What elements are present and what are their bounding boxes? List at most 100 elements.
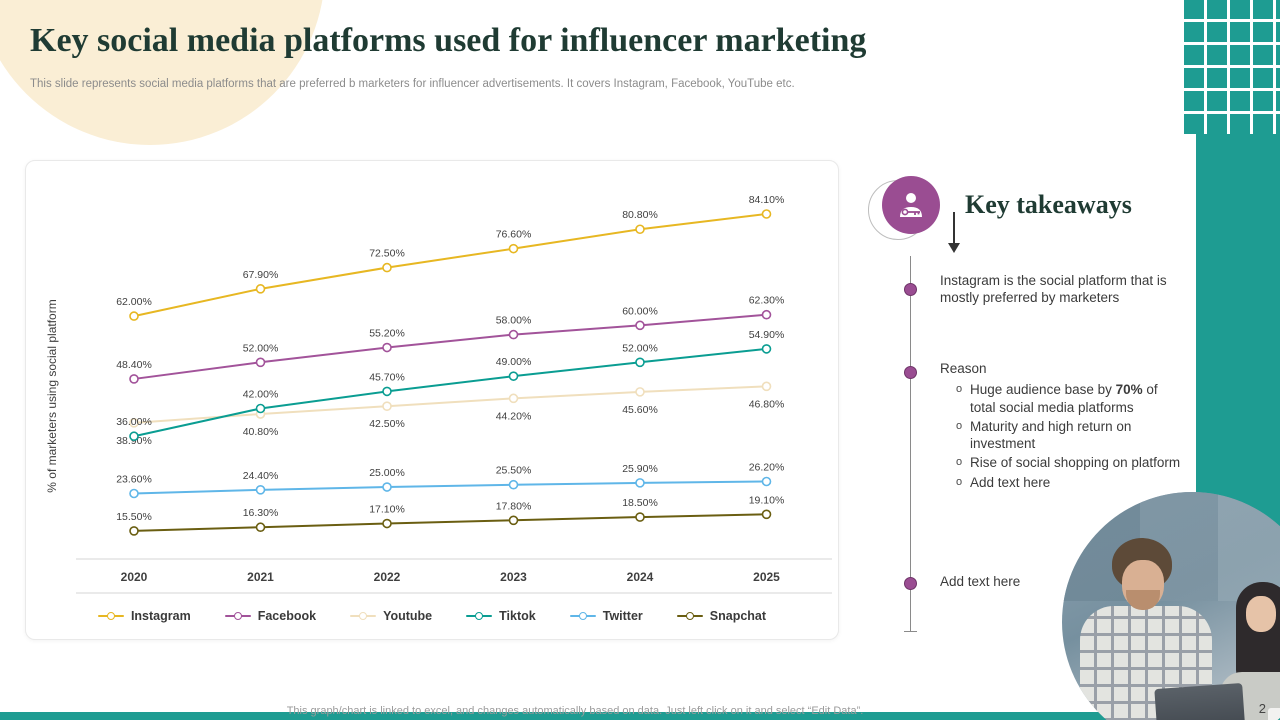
chart-point xyxy=(761,309,772,320)
chart-point xyxy=(761,476,772,487)
arrow-down-icon xyxy=(948,212,960,253)
legend-item-instagram: Instagram xyxy=(97,609,191,623)
chart-point xyxy=(635,478,645,488)
chart-point xyxy=(382,401,392,411)
reason-bullet-4: o Add text here xyxy=(956,474,1051,490)
chart-data-label: 55.20% xyxy=(369,328,405,340)
chart-data-label: 25.00% xyxy=(369,467,405,479)
photo-background xyxy=(1062,492,1280,602)
reason-bullet-list: o Huge audience base by 70% of total soci… xyxy=(940,381,1182,491)
legend-marker xyxy=(350,612,377,620)
legend-item-tiktok: Tiktok xyxy=(466,609,536,623)
chart-data-label: 62.30% xyxy=(749,295,785,307)
legend-marker xyxy=(676,612,703,620)
chart-point xyxy=(129,431,139,442)
reason-bullet-3: o Rise of social shopping on platform xyxy=(956,455,1181,471)
chart-data-label: 17.10% xyxy=(369,504,405,516)
takeaway-item-1: Instagram is the social platform that is… xyxy=(940,273,1167,306)
chart-plot-area: 2020 2021 2022 2023 2024 2025 % of marketers u… xyxy=(45,194,832,594)
chart-data-label: 80.80% xyxy=(622,209,658,221)
photo-mug xyxy=(1268,708,1280,720)
page-subtitle: This slide represents social media platf… xyxy=(30,78,795,90)
chart-data-label: 19.10% xyxy=(749,494,785,506)
chart-point xyxy=(255,357,266,368)
legend-marker xyxy=(97,612,124,620)
circle-bullet-icon: o xyxy=(956,475,963,488)
chart-data-label: 49.00% xyxy=(496,356,532,368)
chart-point xyxy=(508,479,519,490)
chart-point xyxy=(508,243,519,254)
takeaways-title: Key takeaways xyxy=(965,190,1132,219)
legend-label: Facebook xyxy=(257,609,317,623)
circle-bullet-icon: o xyxy=(956,383,963,396)
chart-data-label: 18.50% xyxy=(622,497,658,509)
takeaway-item-3: Add text here xyxy=(940,574,1021,589)
chart-data-label: 40.80% xyxy=(243,426,279,438)
footer-note: This graph/chart is linked to excel, and… xyxy=(286,705,864,717)
chart-point xyxy=(129,488,139,499)
chart-data-label: 45.60% xyxy=(622,404,658,416)
chart-data-label: 54.90% xyxy=(749,329,785,341)
chart-point xyxy=(508,515,519,526)
chart-point xyxy=(635,224,645,235)
chart-line-youtube xyxy=(133,385,767,424)
chart-data-label: 42.00% xyxy=(243,389,279,401)
chart-point xyxy=(382,342,392,353)
chart-point xyxy=(129,374,139,384)
chart-data-label: 44.20% xyxy=(496,410,532,422)
legend-marker xyxy=(466,612,493,620)
legend-item-youtube: Youtube xyxy=(350,609,432,623)
timeline-marker-1 xyxy=(904,283,917,296)
chart-data-label: 46.80% xyxy=(749,398,785,410)
chart-data-label: 52.00% xyxy=(243,342,279,354)
x-axis-label: 2025 xyxy=(753,570,780,584)
legend-item-facebook: Facebook xyxy=(224,609,317,623)
y-axis-title: % of marketers using social platform xyxy=(45,299,59,492)
chart-line-facebook xyxy=(133,313,767,380)
chart-line-tiktok xyxy=(133,347,767,438)
chart-point xyxy=(382,518,392,529)
slide-number: 2 xyxy=(1258,701,1266,716)
x-axis-label: 2020 xyxy=(121,570,148,584)
chart-point xyxy=(382,262,392,273)
chart-point xyxy=(255,403,266,414)
chart-point xyxy=(382,386,392,397)
chart-data-label: 67.90% xyxy=(243,269,279,281)
reason-label: Reason xyxy=(940,361,987,376)
chart-data-label: 24.40% xyxy=(243,470,279,482)
chart-point xyxy=(508,371,519,381)
chart-data-label: 15.50% xyxy=(116,511,152,523)
chart-point xyxy=(129,311,139,321)
chart-point xyxy=(382,482,392,492)
teal-bottom-bar xyxy=(0,712,1280,720)
chart-data-label: 16.30% xyxy=(243,507,279,519)
teal-grid-pattern xyxy=(1184,0,1280,134)
decorative-photo xyxy=(1062,492,1280,720)
circle-bullet-icon: o xyxy=(956,456,963,469)
chart-data-label: 52.00% xyxy=(622,342,658,354)
chart-data-label: 25.90% xyxy=(622,463,658,475)
takeaway-item-2: Reason o Huge audience base by 70% of tot… xyxy=(940,360,1182,493)
chart-data-label: 42.50% xyxy=(369,418,405,430)
takeaways-timeline xyxy=(904,256,917,632)
chart-point xyxy=(129,526,139,536)
chart-data-label: 36.00% xyxy=(116,416,152,428)
chart-line-instagram xyxy=(133,213,767,318)
legend-label: Twitter xyxy=(602,609,643,623)
x-axis-label: 2021 xyxy=(247,570,274,584)
legend-label: Youtube xyxy=(383,609,433,623)
timeline-marker-2 xyxy=(904,366,917,379)
chart-line-twitter xyxy=(133,480,767,495)
line-chart[interactable]: 2020 2021 2022 2023 2024 2025 % of marketers u… xyxy=(25,160,839,640)
chart-point xyxy=(255,522,266,533)
chart-point xyxy=(761,509,772,520)
legend-marker xyxy=(569,612,596,620)
chart-line-snapchat xyxy=(133,513,767,532)
chart-point xyxy=(761,344,772,354)
x-axis-label: 2023 xyxy=(500,570,527,584)
chart-data-label: 48.40% xyxy=(116,359,152,371)
chart-point xyxy=(508,329,519,340)
chart-point xyxy=(761,209,772,219)
chart-data-label: 72.50% xyxy=(369,248,405,260)
